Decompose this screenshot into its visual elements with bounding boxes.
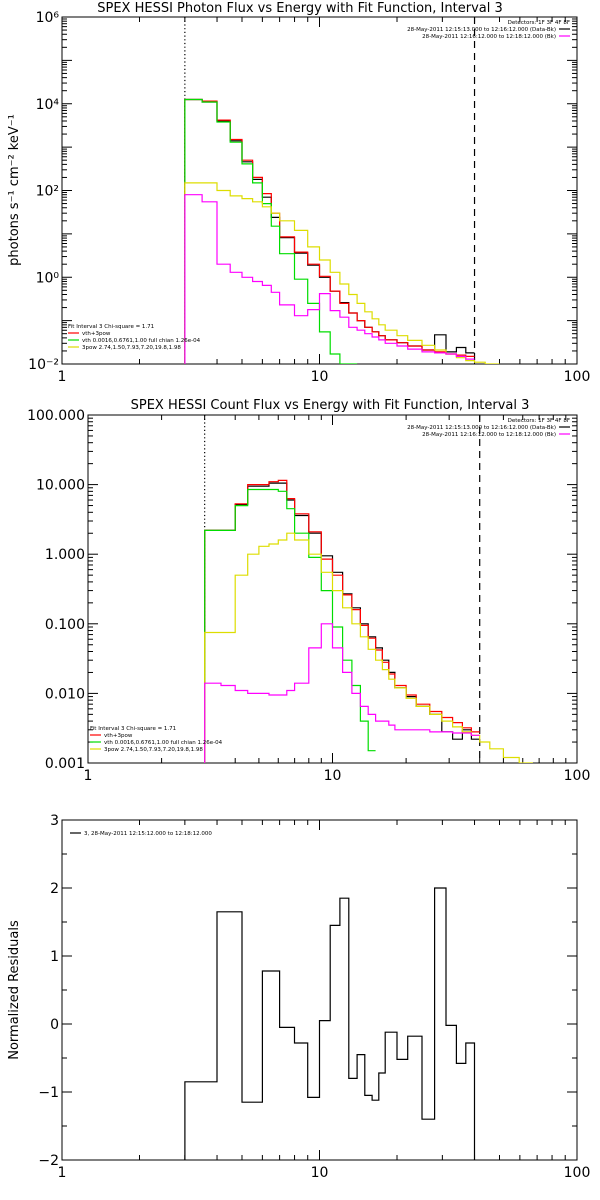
chart-3: 1 10 100 −2 −1 0 1 2 3 Normalized Residuals 3, 28-… xyxy=(7,813,590,1181)
y-axis-label: photons s⁻¹ cm⁻² keV⁻¹ xyxy=(7,114,22,266)
y-tick-label: 10.000 xyxy=(36,478,85,494)
legend-right-entry: Detectors: 1F 3F 4F 8F xyxy=(508,20,570,26)
x-tick-label: 100 xyxy=(564,768,591,784)
y-tick-label: 2 xyxy=(50,881,59,897)
legend-right-entry: 28-May-2011 12:15:13.000 to 12:16:12.000… xyxy=(407,425,556,431)
y-tick-label: 10⁴ xyxy=(36,97,60,113)
y-tick-label: 10⁻² xyxy=(28,357,59,373)
x-tick-label: 10 xyxy=(311,1165,329,1181)
y-tick-label: 1.000 xyxy=(45,547,85,563)
series-4-line xyxy=(184,182,500,364)
y-tick-label: 100.000 xyxy=(27,408,85,424)
y-tick-label: −1 xyxy=(38,1085,59,1101)
series-4-line xyxy=(204,532,533,763)
series-group xyxy=(184,887,476,1160)
legend-right-entry: Detectors: 1F 3F 4F 8F xyxy=(508,418,570,424)
legend-left-entry: 3pow 2.74,1.50,7.93,7.20,19.8,1.98 xyxy=(104,747,203,753)
series-5-line xyxy=(184,194,475,364)
legend-left-entry: Fit Interval 3 Chi-square = 1.71 xyxy=(90,726,176,732)
chart-title: SPEX HESSI Photon Flux vs Energy with Fi… xyxy=(97,1,503,16)
legend-left-entry: vth 0.0016,0.6761,1.00 full chian 1.26e-… xyxy=(104,740,223,746)
y-tick-label: 10⁶ xyxy=(36,10,60,26)
y-tick-label: 0 xyxy=(50,1017,59,1033)
legend-left-entry: 3, 28-May-2011 12:15:12.000 to 12:18:12.… xyxy=(84,831,212,837)
legend-left-entry: Fit Interval 3 Chi-square = 1.71 xyxy=(68,324,154,330)
x-tick-label: 100 xyxy=(564,1165,591,1181)
legend-left-entry: 3pow 2.74,1.50,7.93,7.20,19.8,1.98 xyxy=(82,345,181,351)
y-tick-label: 1 xyxy=(50,949,59,965)
series-3-line xyxy=(204,488,376,763)
y-tick-label: −2 xyxy=(38,1153,59,1169)
legend-left-entry: vth+3pow xyxy=(82,331,111,337)
x-tick-label: 10 xyxy=(324,768,342,784)
chart-title: SPEX HESSI Count Flux vs Energy with Fit… xyxy=(131,398,530,413)
series-group xyxy=(184,98,500,364)
y-tick-label: 0.010 xyxy=(45,686,85,702)
series-2-line xyxy=(184,98,475,364)
series-1-line xyxy=(184,887,476,1160)
legend-left-entry: vth+3pow xyxy=(104,733,133,739)
y-tick-label: 10² xyxy=(36,184,59,200)
legend-right-entry: 28-May-2011 12:16:12.000 to 12:18:12.000… xyxy=(422,432,556,438)
y-tick-label: 3 xyxy=(50,813,59,829)
y-tick-label: 10⁰ xyxy=(36,270,60,286)
series-2-line xyxy=(204,479,480,763)
x-tick-label: 1 xyxy=(84,768,93,784)
y-tick-label: 0.100 xyxy=(45,617,85,633)
legend-right-entry: 28-May-2011 12:16:12.000 to 12:18:12.000… xyxy=(422,34,556,40)
chart-1: 1 10 100 10⁻² 10⁰ 10² 10⁴ 10⁶ SPEX HESSI Photon … xyxy=(7,1,590,385)
x-tick-label: 100 xyxy=(564,369,591,385)
chart-2: 1 10 100 0.001 0.010 0.100 1.000 10.000 100.000 S… xyxy=(27,398,590,784)
legend-right-entry: 28-May-2011 12:15:13.000 to 12:16:12.000… xyxy=(407,27,556,33)
x-tick-label: 1 xyxy=(58,369,67,385)
plot-frame xyxy=(61,819,578,1161)
y-axis-label: Normalized Residuals xyxy=(7,920,22,1060)
legend-left-entry: vth 0.0016,0.6761,1.00 full chian 1.26e-… xyxy=(82,338,201,344)
series-3-line xyxy=(184,98,358,364)
series-1-line xyxy=(184,98,475,364)
series-5-line xyxy=(204,623,480,763)
y-tick-label: 0.001 xyxy=(45,756,85,772)
x-tick-label: 1 xyxy=(58,1165,67,1181)
series-group xyxy=(204,479,533,763)
series-1-line xyxy=(204,482,480,763)
x-tick-label: 10 xyxy=(311,369,329,385)
